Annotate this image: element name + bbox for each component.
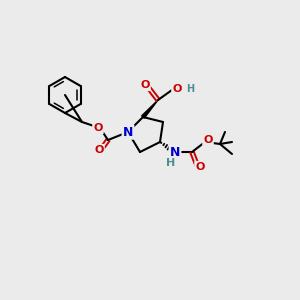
Text: O: O xyxy=(172,84,182,94)
Text: O: O xyxy=(94,145,104,155)
Text: O: O xyxy=(203,135,213,145)
Polygon shape xyxy=(142,100,158,118)
Text: O: O xyxy=(195,162,205,172)
Text: O: O xyxy=(93,123,103,133)
Text: O: O xyxy=(140,80,150,90)
Text: N: N xyxy=(123,125,133,139)
Text: N: N xyxy=(170,146,180,158)
Text: H: H xyxy=(167,158,176,168)
Text: H: H xyxy=(186,84,194,94)
